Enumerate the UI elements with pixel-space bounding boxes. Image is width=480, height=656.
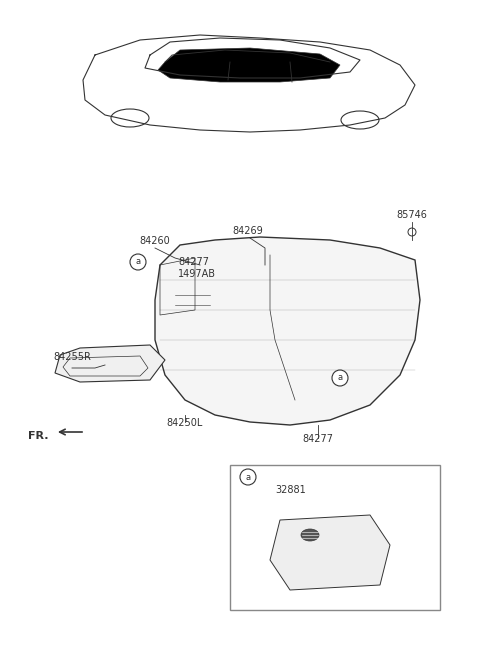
- Text: 84277: 84277: [302, 434, 334, 444]
- Text: a: a: [245, 472, 251, 482]
- Text: 84277: 84277: [178, 257, 209, 267]
- Text: a: a: [337, 373, 343, 382]
- Polygon shape: [158, 48, 340, 82]
- Text: 84269: 84269: [233, 226, 264, 236]
- Circle shape: [130, 254, 146, 270]
- Circle shape: [408, 228, 416, 236]
- Ellipse shape: [301, 529, 319, 541]
- Text: 1497AB: 1497AB: [178, 269, 216, 279]
- Text: 84255R: 84255R: [53, 352, 91, 362]
- Text: a: a: [135, 258, 141, 266]
- Circle shape: [240, 469, 256, 485]
- Ellipse shape: [341, 111, 379, 129]
- Text: FR.: FR.: [28, 431, 48, 441]
- Text: 84260: 84260: [140, 236, 170, 246]
- Text: 32881: 32881: [275, 485, 306, 495]
- Ellipse shape: [111, 109, 149, 127]
- Bar: [230, 465, 440, 610]
- Polygon shape: [55, 345, 165, 382]
- Text: 85746: 85746: [396, 210, 427, 220]
- Circle shape: [332, 370, 348, 386]
- Polygon shape: [270, 515, 390, 590]
- Polygon shape: [155, 237, 420, 425]
- Text: 84250L: 84250L: [167, 418, 203, 428]
